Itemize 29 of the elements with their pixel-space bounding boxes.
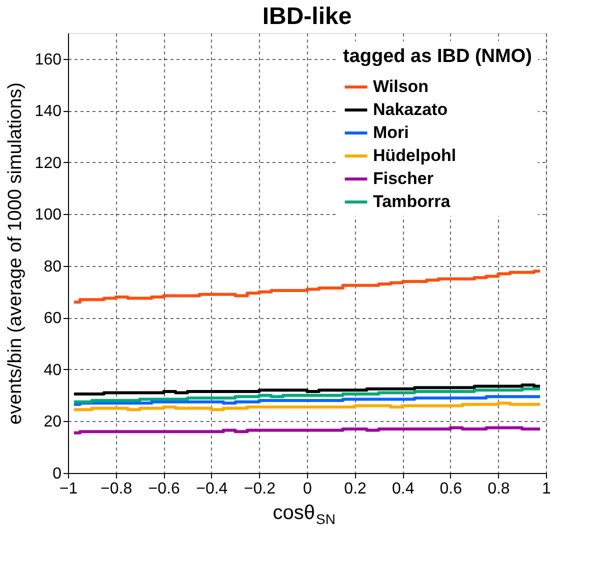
y-tick-label: 60	[44, 310, 62, 328]
x-tick-label: −0.2	[244, 480, 276, 498]
legend-label: Mori	[373, 123, 409, 142]
legend-title: tagged as IBD (NMO)	[343, 46, 532, 67]
y-axis-title: events/bin (average of 1000 simulations)	[4, 82, 26, 425]
x-tick-label: −1	[59, 480, 78, 498]
x-tick-label: −0.8	[100, 480, 132, 498]
legend-label: Fischer	[373, 169, 434, 188]
legend-label: Tamborra	[373, 192, 451, 211]
x-tick-label: 0.8	[488, 480, 510, 498]
y-tick-label: 20	[44, 414, 62, 431]
legend-label: Nakazato	[373, 100, 448, 119]
y-tick-label: 120	[34, 154, 62, 172]
x-tick-label: 0.6	[440, 480, 462, 498]
y-tick-label: 40	[44, 362, 62, 379]
x-tick-label: 1	[542, 480, 552, 498]
y-tick-label: 80	[44, 258, 62, 276]
chart-title: IBD-like	[262, 3, 352, 30]
x-tick-label: 0.2	[344, 480, 367, 498]
legend-label: Hüdelpohl	[373, 146, 456, 165]
y-tick-label: 140	[34, 103, 62, 120]
x-tick-label: 0	[303, 480, 312, 498]
y-tick-label: 0	[52, 466, 62, 482]
legend-label: Wilson	[373, 77, 429, 96]
y-tick-label: 160	[34, 51, 62, 68]
x-tick-label: −0.6	[148, 480, 180, 498]
x-tick-label: −0.4	[196, 480, 228, 498]
y-tick-label: 100	[34, 206, 62, 224]
x-tick-label: 0.4	[392, 480, 414, 498]
